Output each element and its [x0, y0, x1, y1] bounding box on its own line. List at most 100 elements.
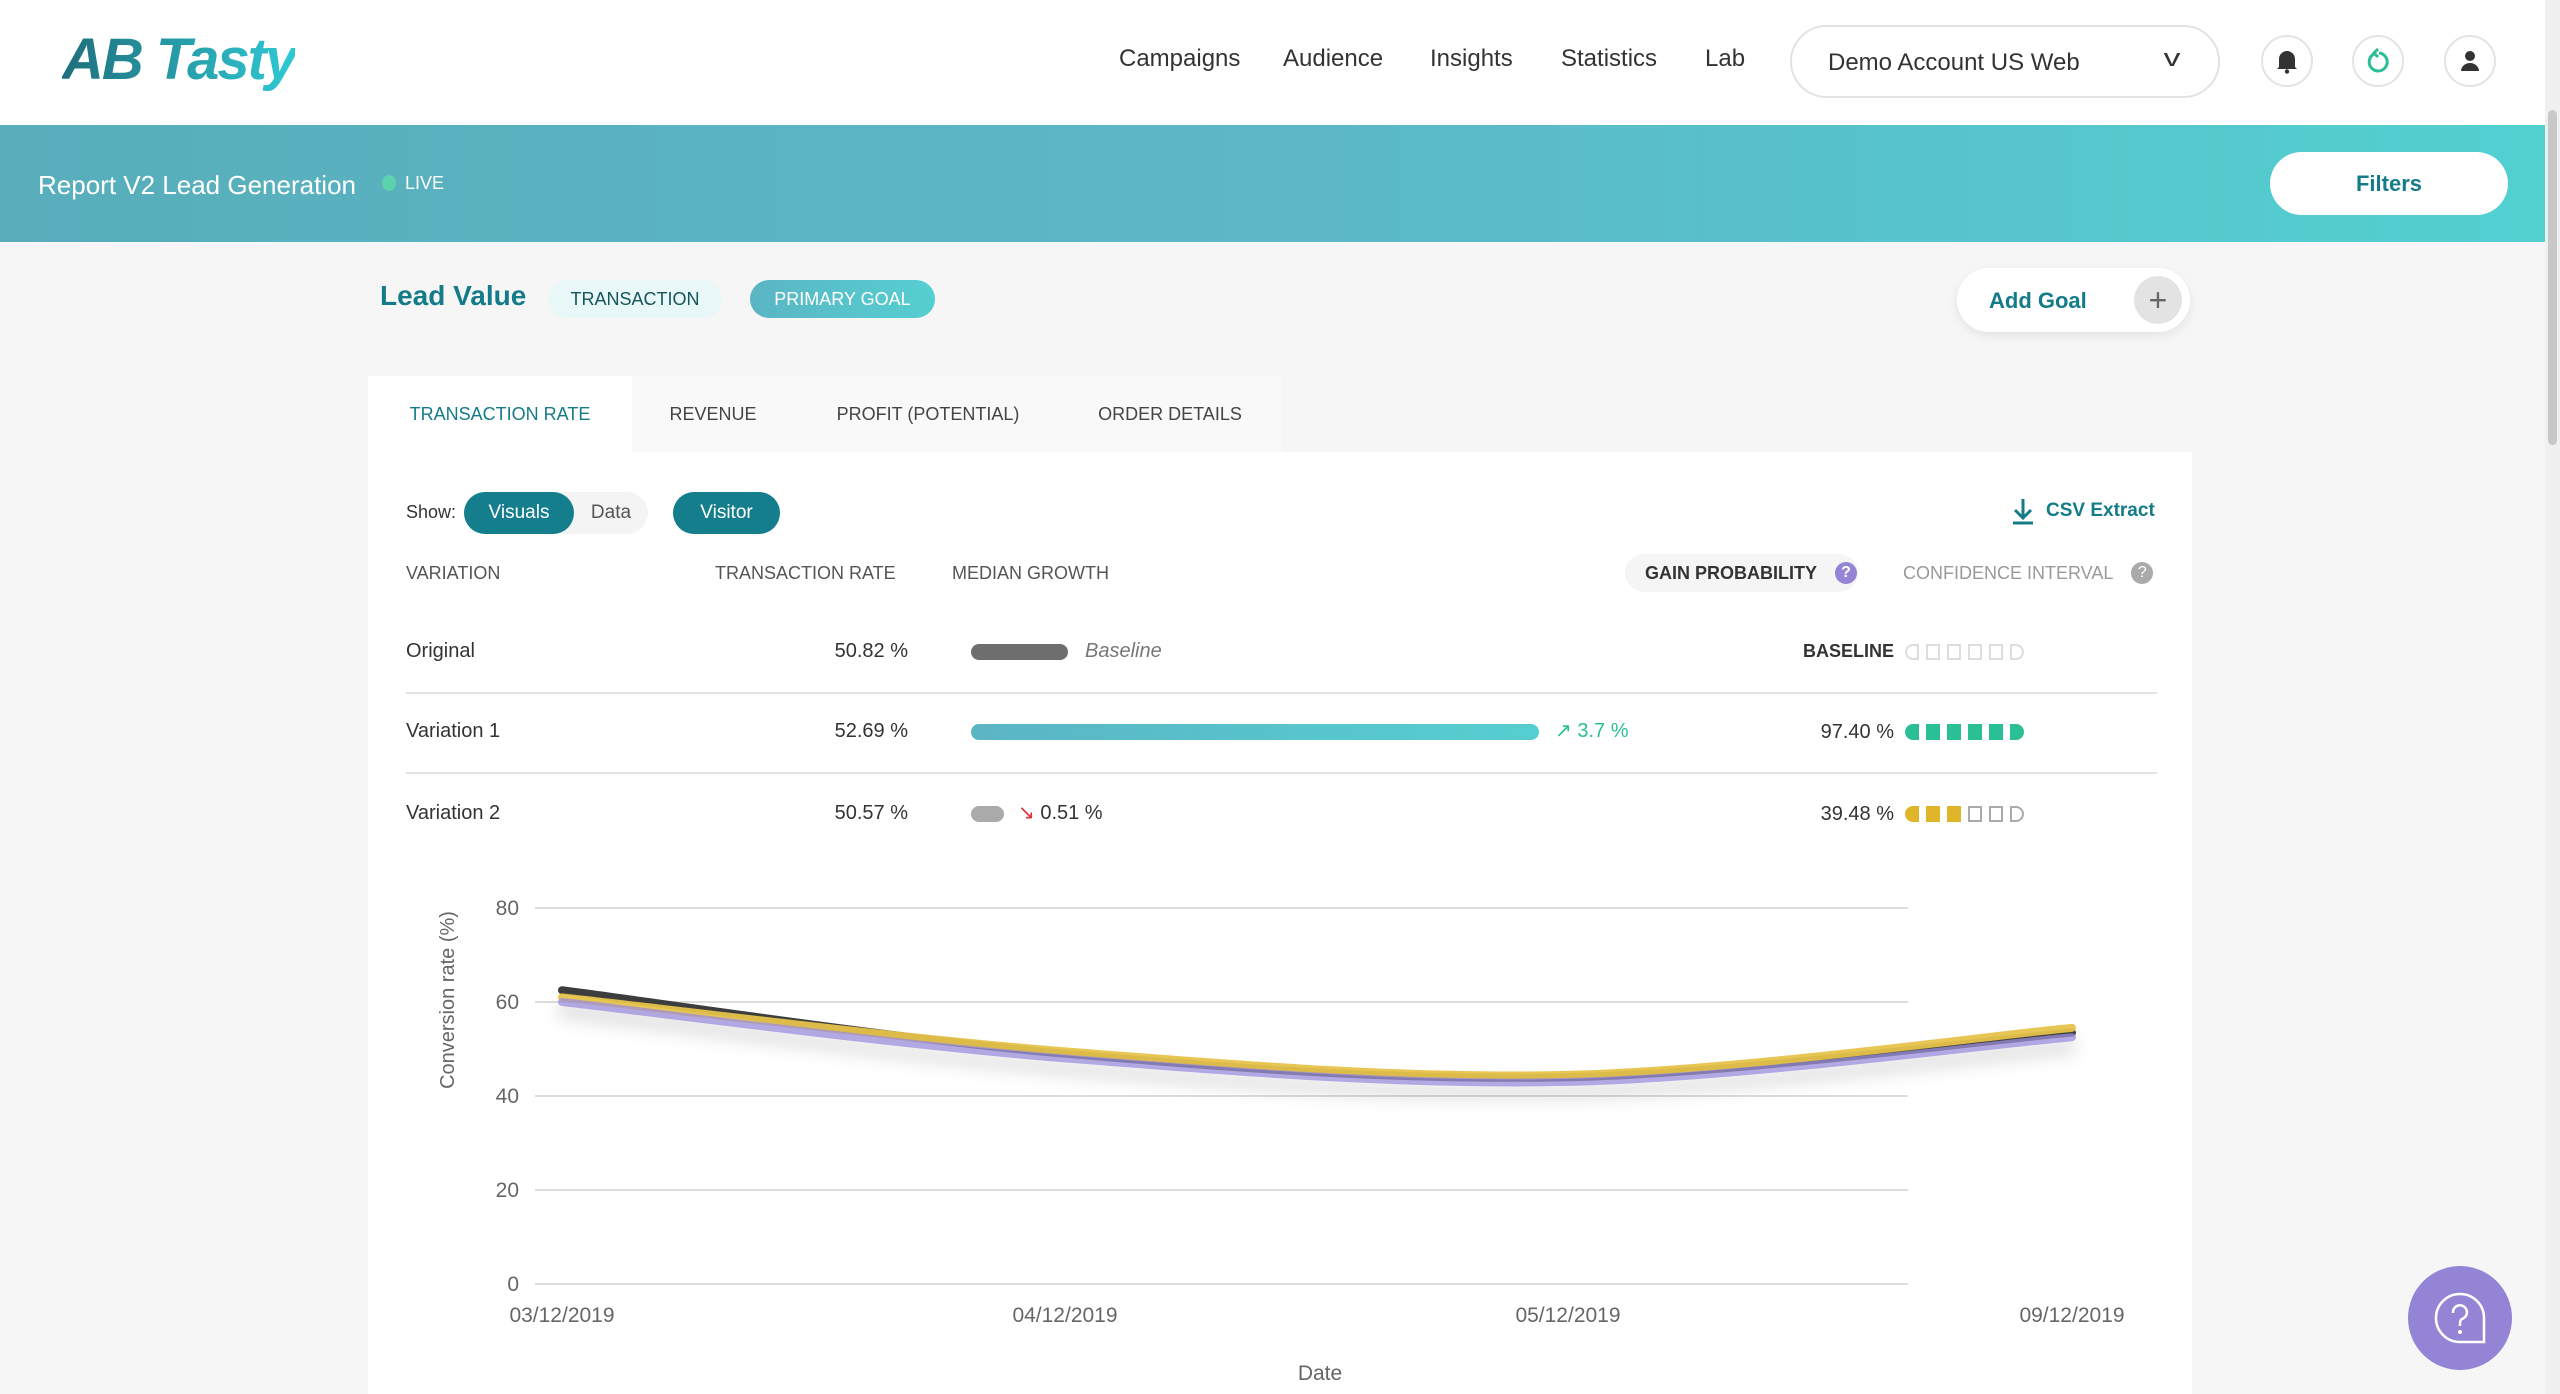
refresh-icon: [2367, 48, 2389, 73]
series-line: [558, 993, 2076, 1080]
help-chat-button[interactable]: [2408, 1266, 2512, 1370]
chevron-down-icon: v: [2163, 45, 2181, 72]
live-status: LIVE: [405, 173, 445, 193]
gain-meter-segment: [1926, 643, 1940, 660]
gain-probability: 39.48 %: [1820, 803, 1894, 825]
gain-meter-segment: [2010, 643, 2024, 660]
nav-insights[interactable]: Insights: [1430, 45, 1513, 72]
gain-meter-segment: [1926, 805, 1940, 822]
col-variation: VARIATION: [406, 563, 501, 583]
nav-lab[interactable]: Lab: [1705, 45, 1746, 72]
scrollbar[interactable]: [2545, 0, 2560, 1394]
gain-meter-segment: [1989, 643, 2003, 660]
scrollbar-thumb[interactable]: [2548, 110, 2557, 445]
bell-icon: [2277, 51, 2297, 74]
gain-probability: 97.40 %: [1820, 721, 1894, 743]
tab-revenue[interactable]: REVENUE: [669, 403, 757, 424]
download-icon: [2013, 499, 2033, 525]
visitor-button[interactable]: Visitor: [673, 492, 780, 534]
gain-meter-segment: [1968, 643, 1982, 660]
arrow-down-right-icon: ↘: [1018, 802, 1035, 824]
variation-name: Variation 1: [406, 720, 501, 742]
nav-statistics[interactable]: Statistics: [1561, 45, 1658, 72]
arrow-up-right-icon: ↗: [1555, 720, 1572, 742]
account-selector[interactable]: Demo Account US Web v: [1790, 25, 2220, 98]
x-axis-label: Date: [1298, 1362, 1342, 1385]
refresh-button[interactable]: [2352, 35, 2404, 87]
confidence-interval-toggle[interactable]: CONFIDENCE INTERVAL?: [1903, 554, 2154, 592]
growth-label: ↘ 0.51 %: [1018, 800, 1103, 825]
nav-audience[interactable]: Audience: [1283, 45, 1384, 72]
x-tick-label: 09/12/2019: [2019, 1304, 2124, 1327]
x-tick-label: 05/12/2019: [1515, 1304, 1620, 1327]
gain-meter-segment: [2010, 723, 2024, 740]
gain-meter-segment: [1968, 723, 1982, 740]
conversion-rate-chart: 0 20 40 60 80 03/12/2019 04/12/2019 05/12/2019 0…: [437, 897, 2125, 1385]
csv-extract-button[interactable]: CSV Extract: [2012, 497, 2155, 525]
csv-extract-label: CSV Extract: [2046, 500, 2155, 521]
gain-meter-segment: [1905, 723, 1919, 740]
report-banner: [0, 125, 2545, 242]
y-tick-label: 60: [496, 991, 519, 1014]
growth-label: ↗ 3.7 %: [1555, 718, 1628, 743]
growth-value: 3.7 %: [1577, 720, 1629, 742]
show-label: Show:: [406, 502, 457, 522]
x-tick-label: 04/12/2019: [1012, 1304, 1117, 1327]
gain-meter-segment: [2010, 805, 2024, 822]
nav-campaigns[interactable]: Campaigns: [1119, 45, 1241, 72]
plus-icon: +: [2134, 276, 2182, 324]
help-icon[interactable]: ?: [2131, 562, 2154, 584]
growth-value: 0.51 %: [1040, 802, 1103, 824]
goal-title: Lead Value: [380, 280, 527, 311]
account-name: Demo Account US Web: [1828, 49, 2080, 76]
live-status-dot: [382, 175, 396, 191]
series-line: [558, 998, 2076, 1087]
gain-meter-segment: [1989, 723, 2003, 740]
help-bubble-icon: [2434, 1292, 2486, 1344]
gain-probability-label: GAIN PROBABILITY: [1645, 562, 1818, 583]
row-divider: [406, 772, 2157, 774]
data-toggle[interactable]: Data: [590, 502, 632, 523]
gain-meter-segment: [1947, 805, 1961, 822]
visuals-toggle[interactable]: Visuals: [464, 492, 574, 534]
growth-label: Baseline: [1085, 640, 1162, 662]
y-tick-label: 20: [496, 1179, 519, 1202]
gain-meter-segment: [1989, 805, 2003, 822]
tab-order-details[interactable]: ORDER DETAILS: [1098, 403, 1242, 424]
gain-probability-toggle[interactable]: GAIN PROBABILITY?: [1625, 554, 1858, 592]
goal-type-badge: TRANSACTION: [548, 280, 722, 318]
gain-meter: [1905, 643, 2031, 661]
growth-bar: [971, 724, 1539, 740]
transaction-rate: 52.69 %: [834, 720, 908, 742]
y-tick-label: 0: [507, 1273, 519, 1296]
tab-profit[interactable]: PROFIT (POTENTIAL): [836, 403, 1020, 424]
gain-meter-segment: [1905, 643, 1919, 660]
gain-probability: BASELINE: [1802, 641, 1894, 661]
report-title: Report V2 Lead Generation: [38, 170, 356, 200]
y-tick-label: 40: [496, 1085, 519, 1108]
add-goal-button[interactable]: Add Goal +: [1957, 268, 2190, 332]
results-card: [368, 452, 2192, 1394]
x-tick-label: 03/12/2019: [509, 1304, 614, 1327]
variation-name: Original: [406, 640, 475, 662]
y-tick-label: 80: [496, 897, 519, 920]
gain-meter: [1905, 723, 2031, 741]
filters-button[interactable]: Filters: [2270, 152, 2508, 215]
user-menu-button[interactable]: [2444, 35, 2496, 87]
tab-transaction-rate[interactable]: TRANSACTION RATE: [368, 376, 632, 452]
help-icon[interactable]: ?: [1835, 562, 1858, 584]
ab-tasty-logo[interactable]: AB Tasty: [62, 27, 297, 92]
row-divider: [406, 692, 2157, 694]
transaction-rate: 50.57 %: [834, 802, 908, 824]
transaction-rate: 50.82 %: [834, 640, 908, 662]
user-icon: [2461, 51, 2479, 71]
notifications-button[interactable]: [2261, 35, 2313, 87]
gain-meter-segment: [1947, 643, 1961, 660]
primary-goal-badge: PRIMARY GOAL: [750, 280, 935, 318]
col-median-growth: MEDIAN GROWTH: [952, 563, 1109, 583]
add-goal-label: Add Goal: [1989, 288, 2087, 313]
variation-name: Variation 2: [406, 802, 501, 824]
confidence-interval-label: CONFIDENCE INTERVAL: [1903, 562, 2114, 583]
growth-bar: [971, 644, 1068, 660]
gain-meter-segment: [1968, 805, 1982, 822]
